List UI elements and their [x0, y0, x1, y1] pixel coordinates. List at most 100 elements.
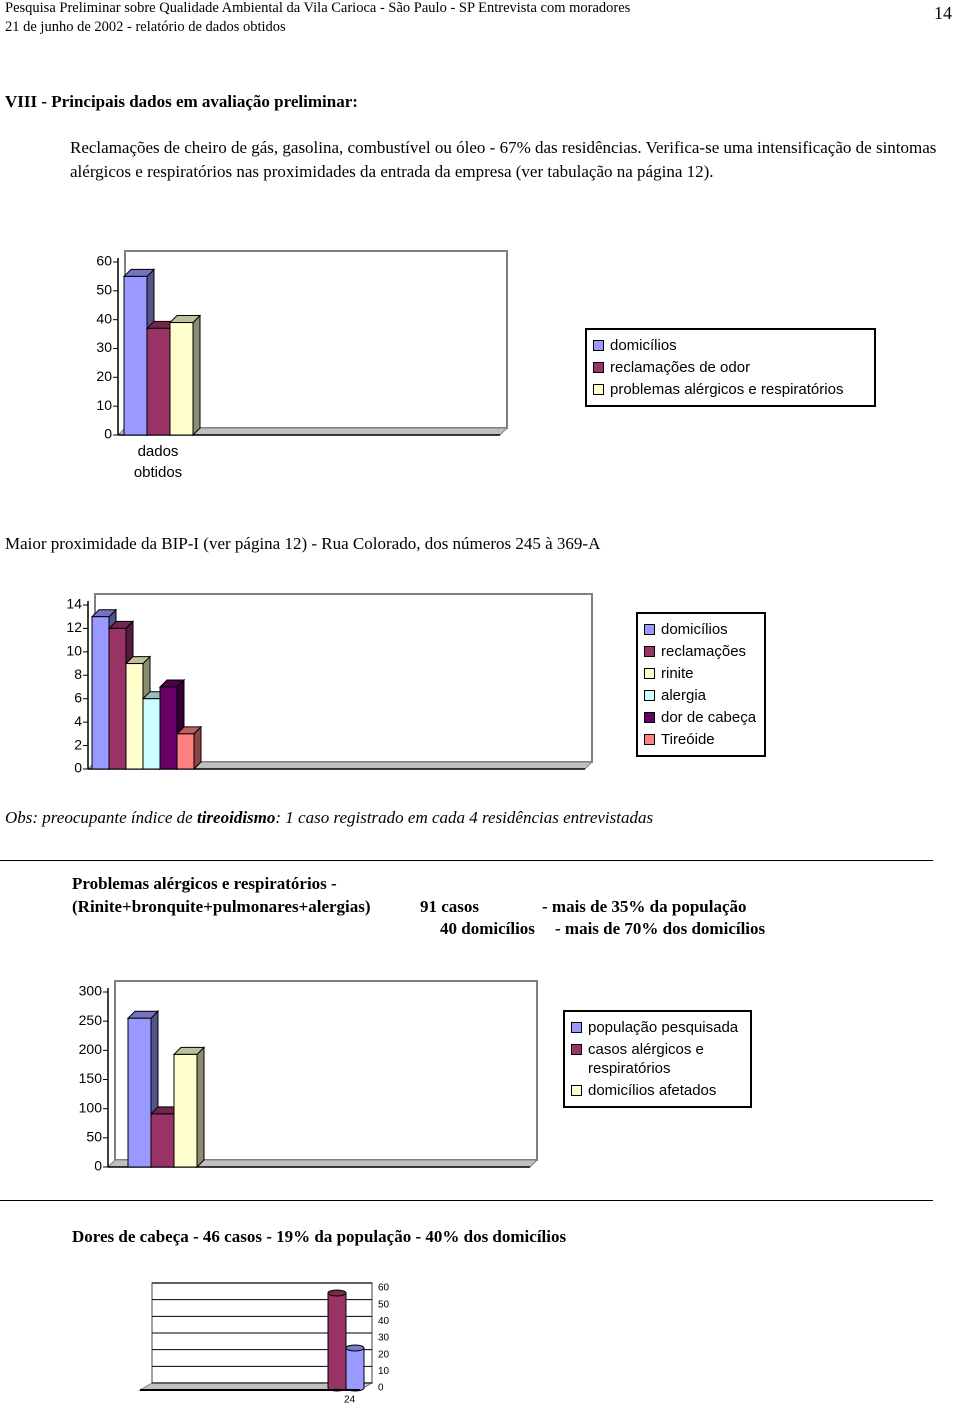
legend-label: domicílios afetados [588, 1082, 717, 1099]
x-tick-label: 24 [344, 1395, 356, 1406]
bar [125, 663, 144, 770]
y-tick-label: 10 [96, 397, 112, 413]
y-tick-label: 60 [96, 253, 112, 269]
bar [176, 733, 195, 770]
x-tick-label: dados obtidos [133, 443, 183, 481]
legend-swatch [571, 1022, 582, 1033]
legend-label: reclamações de odor [610, 359, 751, 376]
rule [0, 860, 933, 861]
legend: domicílios reclamações rinite alergia dor de… [636, 612, 766, 757]
bar-side [192, 314, 201, 437]
legend-swatch [644, 624, 655, 635]
header-title: Pesquisa Preliminar sobre Qualidade Ambi… [5, 0, 631, 16]
legend-swatch [644, 690, 655, 701]
legend-entry: rinite [644, 664, 758, 683]
legend-entry: população pesquisada [571, 1018, 744, 1037]
legend-label: Tireóide [661, 731, 715, 748]
bar [159, 686, 178, 770]
cylinder [345, 1347, 365, 1392]
legend-entry: problemas alérgicos e respiratórios [593, 380, 868, 399]
legend-label: população pesquisada [588, 1019, 739, 1036]
y-tick-label: 150 [79, 1070, 103, 1086]
bar [146, 327, 171, 436]
legend-entry: reclamações [644, 642, 758, 661]
legend-label: domicílios [661, 621, 728, 638]
paragraph: Reclamações de cheiro de gás, gasolina, … [70, 138, 937, 181]
y-tick-label: 14 [66, 596, 82, 612]
header-subtitle: 21 de junho de 2002 - relatório de dados… [5, 19, 286, 35]
legend-entry: domicílios [593, 336, 868, 355]
legend-swatch [644, 646, 655, 657]
summary-cases: 91 casos [420, 897, 480, 916]
legend-entry: domicílios [644, 620, 758, 639]
summary-line: (Rinite+bronquite+pulmonares+alergias) [72, 897, 371, 916]
cylinder-top [345, 1344, 365, 1352]
cylinder [327, 1292, 347, 1392]
bar [123, 275, 148, 436]
bar-side [196, 1046, 205, 1169]
obs-emphasis: tireoidismo [196, 808, 276, 827]
legend: população pesquisada casos alérgicos e re… [563, 1010, 752, 1108]
legend-label: dor de cabeça [661, 709, 757, 726]
legend-entry: reclamações de odor [593, 358, 868, 377]
y-tick-label: 50 [96, 282, 112, 298]
y-tick-label: 10 [378, 1366, 390, 1377]
page-number: 14 [934, 3, 952, 23]
obs-text: Obs: preocupante índice de [5, 808, 197, 827]
bar [173, 1053, 198, 1168]
legend-label: casos alérgicos e respiratórios [588, 1041, 704, 1077]
y-tick-label: 8 [74, 666, 82, 682]
y-tick-label: 50 [378, 1299, 390, 1310]
legend-entry: alergia [644, 686, 758, 705]
y-tick-label: 50 [86, 1129, 102, 1145]
y-tick-label: 2 [74, 736, 82, 752]
y-tick-label: 60 [378, 1283, 390, 1294]
y-tick-label: 30 [96, 339, 112, 355]
y-tick-label: 4 [74, 713, 82, 729]
bar [169, 322, 194, 436]
legend-label: rinite [661, 665, 694, 682]
legend-swatch [593, 362, 604, 373]
y-tick-label: 250 [79, 1012, 103, 1028]
y-tick-label: 20 [96, 368, 112, 384]
y-tick-label: 40 [378, 1316, 390, 1327]
legend-label: alergia [661, 687, 707, 704]
bar [142, 698, 161, 770]
heading: Dores de cabeça - 46 casos - 19% da popu… [72, 1227, 567, 1246]
legend-entry: Tireóide [644, 730, 758, 749]
y-tick-label: 300 [79, 983, 103, 999]
summary-homes: 40 domicílios [440, 919, 535, 938]
y-tick-label: 6 [74, 689, 82, 705]
summary-note: - mais de 35% da população [542, 897, 747, 916]
y-tick-label: 40 [96, 310, 112, 326]
bar [91, 616, 110, 770]
legend-swatch [644, 734, 655, 745]
rule [0, 1200, 933, 1201]
legend-entry: domicílios afetados [571, 1081, 744, 1100]
y-tick-label: 12 [66, 619, 82, 635]
y-tick-label: 0 [104, 426, 112, 442]
y-tick-label: 10 [66, 643, 82, 659]
cylinder-top [327, 1289, 347, 1297]
legend-swatch [571, 1085, 582, 1096]
legend-swatch [644, 712, 655, 723]
y-tick-label: 0 [94, 1158, 102, 1174]
legend-swatch [593, 340, 604, 351]
y-tick-label: 100 [79, 1099, 103, 1115]
legend-swatch [571, 1044, 582, 1055]
bar [127, 1017, 152, 1168]
bar [108, 627, 127, 770]
obs-text: : 1 caso registrado em cada 4 residência… [275, 808, 654, 827]
legend-entry: dor de cabeça [644, 708, 758, 727]
summary-line: Problemas alérgicos e respiratórios - [72, 874, 337, 893]
y-tick-label: 20 [378, 1349, 390, 1360]
legend: domicílios reclamações de odor problemas a… [585, 328, 876, 407]
observation: Obs: preocupante índice de tireoidismo: … [5, 808, 653, 828]
section-title: VIII - Principais dados em avaliação pre… [5, 92, 358, 111]
legend-label: reclamações [661, 643, 747, 660]
legend-entry: casos alérgicos e respiratórios [571, 1040, 744, 1078]
y-tick-label: 30 [378, 1333, 390, 1344]
heading: Maior proximidade da BIP-I (ver página 1… [5, 534, 601, 553]
